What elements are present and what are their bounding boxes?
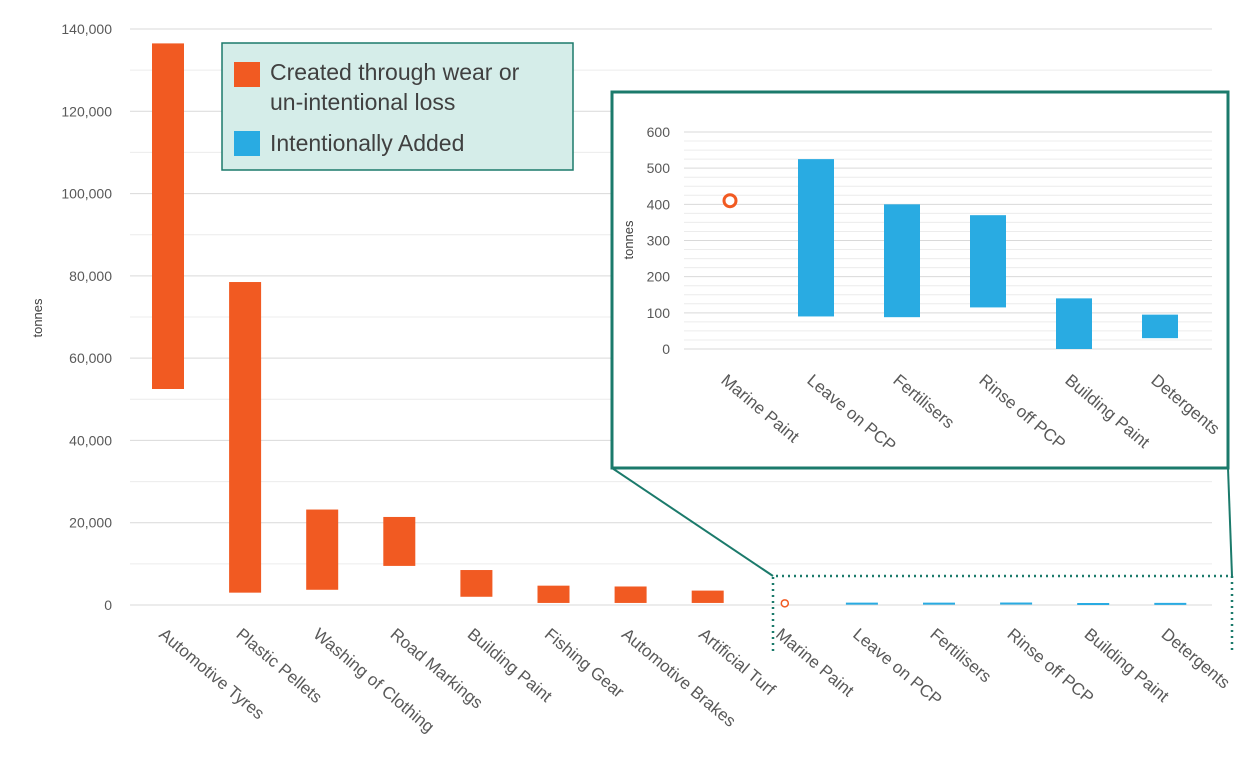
zoom-connector-right [1227,467,1233,577]
legend-box [221,42,574,171]
bar-building-paint [460,570,493,597]
y-tick-label: 80,000 [69,268,112,284]
bar-building-paint [1077,603,1110,605]
legend: Created through wear or un-intentional l… [221,42,574,171]
y-tick-label: 300 [647,233,671,249]
bar-plastic-pellets [229,282,262,593]
y-tick-label: 200 [647,269,671,285]
legend-label-intentional: Intentionally Added [270,130,464,156]
inset-bars [722,159,1178,349]
bar-rinse-off-pcp [1000,602,1033,605]
inset-gridlines [684,131,1212,350]
y-tick-label: 0 [662,341,670,357]
bar-fishing-gear [537,585,570,603]
bar-rinse-off-pcp [970,215,1006,308]
zoom-connector-left [611,467,774,577]
y-tick-label: 600 [647,124,671,140]
y-tick-label: 120,000 [61,103,112,119]
inset-y-axis-ticks: 0 100 200 300 400 500 600 [647,124,671,357]
bar-building-paint [1056,298,1092,349]
marker-marine-paint [780,599,790,608]
y-tick-label: 140,000 [61,21,112,37]
y-tick-label: 0 [104,597,112,613]
marker-marine-paint [722,193,738,209]
bar-leave-on-pcp [845,602,878,605]
main-bars [152,43,1187,608]
main-y-axis-ticks: 0 20,000 40,000 60,000 80,000 100,000 120,000 1… [61,21,112,613]
y-tick-label: 100 [647,305,671,321]
bar-fertilisers [884,204,920,318]
bar-detergents [1154,602,1187,605]
zoom-region-outline [771,574,1234,651]
main-y-axis-label: tonnes [30,298,45,338]
legend-swatch-wear [234,62,260,87]
y-tick-label: 20,000 [69,515,112,531]
bar-artificial-turf [691,590,724,603]
legend-label-wear-line2: un-intentional loss [270,89,455,115]
y-tick-label: 60,000 [69,350,112,366]
y-tick-label: 500 [647,160,671,176]
bar-detergents [1142,314,1178,339]
bar-automotive-tyres [152,43,184,390]
y-tick-label: 400 [647,196,671,212]
bar-leave-on-pcp [798,159,834,317]
bar-fertilisers [923,602,955,605]
bar-road-markings [383,516,416,566]
bar-washing-of-clothing [306,509,339,590]
y-tick-label: 100,000 [61,186,112,202]
inset-y-axis-label: tonnes [621,220,636,260]
legend-swatch-intentional [234,131,260,156]
y-tick-label: 40,000 [69,432,112,448]
bar-automotive-brakes [614,586,647,603]
legend-label-wear-line1: Created through wear or [270,59,520,85]
